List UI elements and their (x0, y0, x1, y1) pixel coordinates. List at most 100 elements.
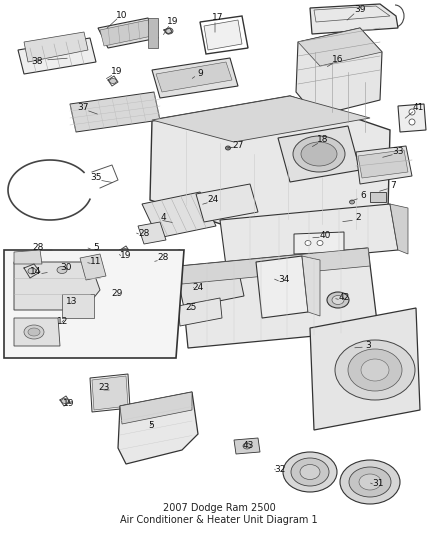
Polygon shape (14, 262, 100, 310)
Text: 19: 19 (167, 18, 179, 27)
Polygon shape (142, 192, 216, 238)
Polygon shape (14, 250, 42, 264)
Polygon shape (14, 318, 60, 346)
Text: 31: 31 (372, 479, 384, 488)
Ellipse shape (291, 458, 329, 486)
Text: 30: 30 (60, 263, 72, 272)
Text: 7: 7 (390, 182, 396, 190)
Polygon shape (180, 248, 370, 284)
Text: 14: 14 (30, 268, 42, 277)
Ellipse shape (293, 136, 345, 172)
Polygon shape (204, 20, 242, 50)
Text: 24: 24 (207, 196, 219, 205)
Text: 37: 37 (77, 103, 89, 112)
Ellipse shape (409, 119, 415, 125)
Polygon shape (70, 92, 160, 132)
Text: 28: 28 (157, 254, 169, 262)
Ellipse shape (361, 359, 389, 381)
Text: 33: 33 (392, 148, 404, 157)
Text: 19: 19 (111, 68, 123, 77)
Ellipse shape (359, 474, 381, 490)
Text: 29: 29 (111, 288, 123, 297)
Polygon shape (120, 392, 192, 424)
Ellipse shape (61, 399, 68, 403)
Polygon shape (302, 256, 320, 316)
Text: 4: 4 (160, 214, 166, 222)
Text: 12: 12 (57, 318, 69, 327)
Polygon shape (358, 150, 408, 178)
Polygon shape (234, 438, 260, 454)
Ellipse shape (332, 295, 344, 304)
Polygon shape (310, 4, 398, 34)
Text: 34: 34 (278, 276, 290, 285)
Text: 5: 5 (93, 244, 99, 253)
Polygon shape (90, 374, 130, 412)
Ellipse shape (335, 340, 415, 400)
Ellipse shape (349, 467, 391, 497)
Polygon shape (196, 184, 258, 222)
Polygon shape (156, 62, 232, 92)
Polygon shape (154, 250, 184, 274)
Text: 2: 2 (355, 214, 361, 222)
Ellipse shape (409, 109, 415, 115)
Text: 3: 3 (365, 341, 371, 350)
Text: 10: 10 (116, 11, 128, 20)
Text: 19: 19 (63, 399, 75, 408)
Ellipse shape (243, 443, 251, 449)
Polygon shape (390, 204, 408, 254)
Text: 13: 13 (66, 297, 78, 306)
Text: 28: 28 (32, 244, 44, 253)
Polygon shape (152, 96, 370, 142)
Ellipse shape (340, 460, 400, 504)
Text: 9: 9 (197, 69, 203, 77)
Ellipse shape (165, 28, 173, 34)
Ellipse shape (226, 146, 230, 150)
Text: 18: 18 (317, 135, 329, 144)
Polygon shape (356, 146, 412, 184)
Ellipse shape (327, 292, 349, 308)
Polygon shape (62, 294, 94, 318)
Text: 5: 5 (148, 421, 154, 430)
Polygon shape (118, 392, 198, 464)
Polygon shape (220, 204, 398, 266)
Polygon shape (370, 192, 386, 202)
Polygon shape (180, 248, 378, 348)
Text: 11: 11 (90, 257, 102, 266)
Text: 27: 27 (232, 141, 244, 149)
Ellipse shape (28, 268, 36, 274)
Text: 42: 42 (339, 294, 350, 303)
Ellipse shape (110, 78, 117, 84)
Ellipse shape (283, 452, 337, 492)
Polygon shape (98, 18, 158, 48)
Polygon shape (152, 58, 238, 98)
Text: 23: 23 (98, 384, 110, 392)
Text: 24: 24 (192, 284, 204, 293)
Text: 32: 32 (274, 465, 286, 474)
Ellipse shape (350, 200, 354, 204)
Polygon shape (92, 376, 128, 410)
Text: 2007 Dodge Ram 2500
Air Conditioner & Heater Unit Diagram 1: 2007 Dodge Ram 2500 Air Conditioner & He… (120, 503, 318, 525)
Polygon shape (178, 268, 244, 308)
Polygon shape (4, 250, 184, 358)
Polygon shape (118, 284, 142, 304)
Ellipse shape (317, 240, 323, 246)
Text: 16: 16 (332, 55, 344, 64)
Polygon shape (24, 32, 88, 62)
Polygon shape (298, 28, 382, 66)
Text: 17: 17 (212, 13, 224, 22)
Polygon shape (150, 96, 390, 234)
Polygon shape (294, 232, 344, 254)
Text: 38: 38 (31, 58, 43, 67)
Text: 43: 43 (242, 440, 254, 449)
Polygon shape (398, 104, 426, 132)
Polygon shape (138, 222, 166, 244)
Ellipse shape (28, 328, 40, 336)
Polygon shape (278, 126, 360, 182)
Ellipse shape (24, 325, 44, 339)
Text: 28: 28 (138, 229, 150, 238)
Polygon shape (310, 308, 420, 430)
Polygon shape (148, 18, 158, 48)
Text: 25: 25 (185, 303, 197, 312)
Ellipse shape (305, 240, 311, 246)
Text: 41: 41 (412, 103, 424, 112)
